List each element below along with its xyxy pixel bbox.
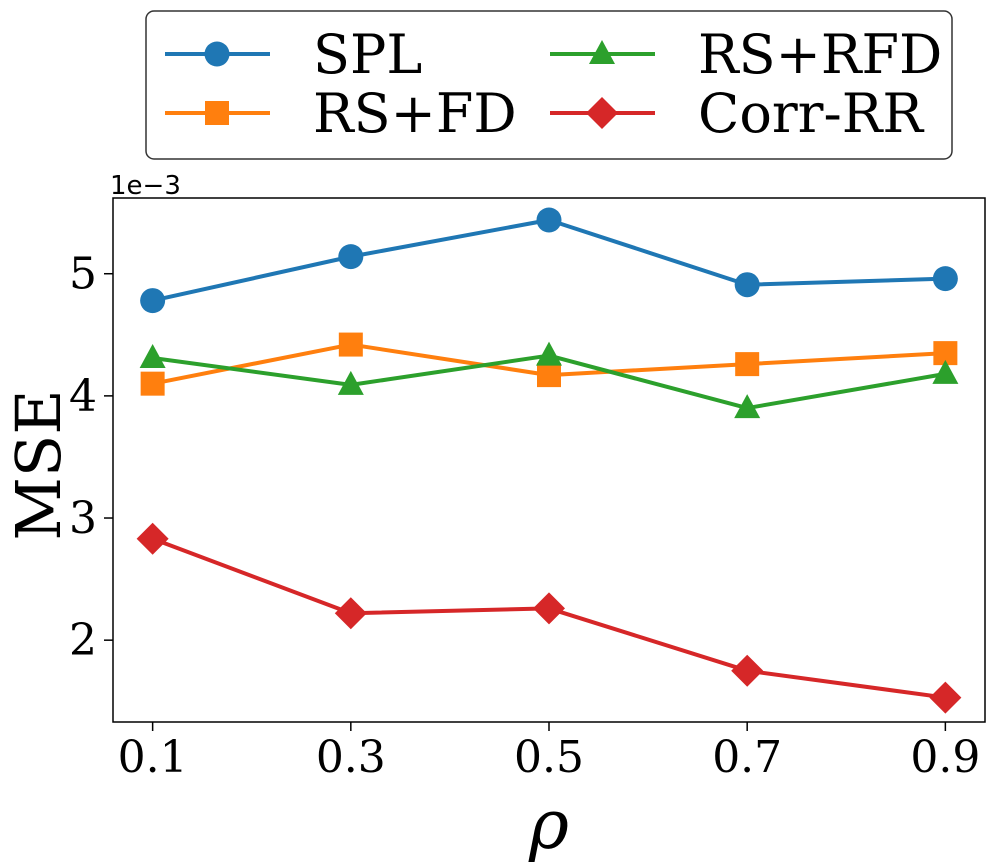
data-point (734, 394, 761, 419)
legend-label: RS+FD (313, 82, 517, 145)
legend-entry: RS+RFD (550, 23, 942, 86)
series-corr-rr (136, 522, 962, 714)
data-point (338, 332, 363, 357)
legend-label: SPL (313, 23, 422, 86)
series-rs-rfd (139, 341, 959, 419)
data-point (731, 654, 764, 687)
y-tick-label: 5 (69, 249, 97, 300)
legend-entry: SPL (165, 23, 422, 86)
y-tick-label: 3 (69, 493, 97, 544)
data-point (932, 266, 958, 292)
data-point (537, 363, 561, 388)
data-point (536, 341, 562, 366)
x-tick-label: 0.7 (712, 732, 782, 783)
data-point (533, 592, 565, 625)
legend-marker (204, 41, 230, 67)
y-axis-label: MSE (2, 389, 75, 540)
data-point (932, 359, 959, 384)
y-offset-label: 1e−3 (110, 171, 181, 201)
legend-marker (205, 101, 229, 125)
x-tick-label: 0.1 (118, 732, 188, 783)
x-tick-label: 0.3 (316, 732, 386, 783)
data-point (139, 344, 166, 369)
legend-frame (145, 10, 953, 160)
data-point (140, 288, 166, 314)
data-point (536, 207, 562, 233)
y-tick-label: 2 (69, 615, 97, 666)
legend-entry: RS+FD (165, 82, 517, 145)
legend-label: RS+RFD (698, 23, 942, 86)
data-point (334, 597, 367, 630)
y-tick-label: 4 (69, 371, 97, 422)
legend-entry: Corr-RR (550, 82, 924, 145)
data-point (734, 272, 760, 298)
data-point (735, 352, 760, 377)
data-point (140, 371, 165, 396)
data-point (929, 681, 962, 714)
x-tick-label: 0.5 (514, 732, 584, 783)
series-spl (140, 207, 958, 314)
data-point (337, 370, 364, 395)
plot-area (112, 197, 986, 723)
data-point (338, 244, 364, 270)
legend-label: Corr-RR (698, 82, 924, 145)
series-rs-fd (140, 332, 958, 396)
x-tick-label: 0.9 (910, 732, 980, 783)
x-axis-label: ρ (528, 786, 569, 865)
legend-marker (589, 40, 615, 64)
data-point (136, 522, 169, 555)
legend-marker (586, 97, 618, 129)
